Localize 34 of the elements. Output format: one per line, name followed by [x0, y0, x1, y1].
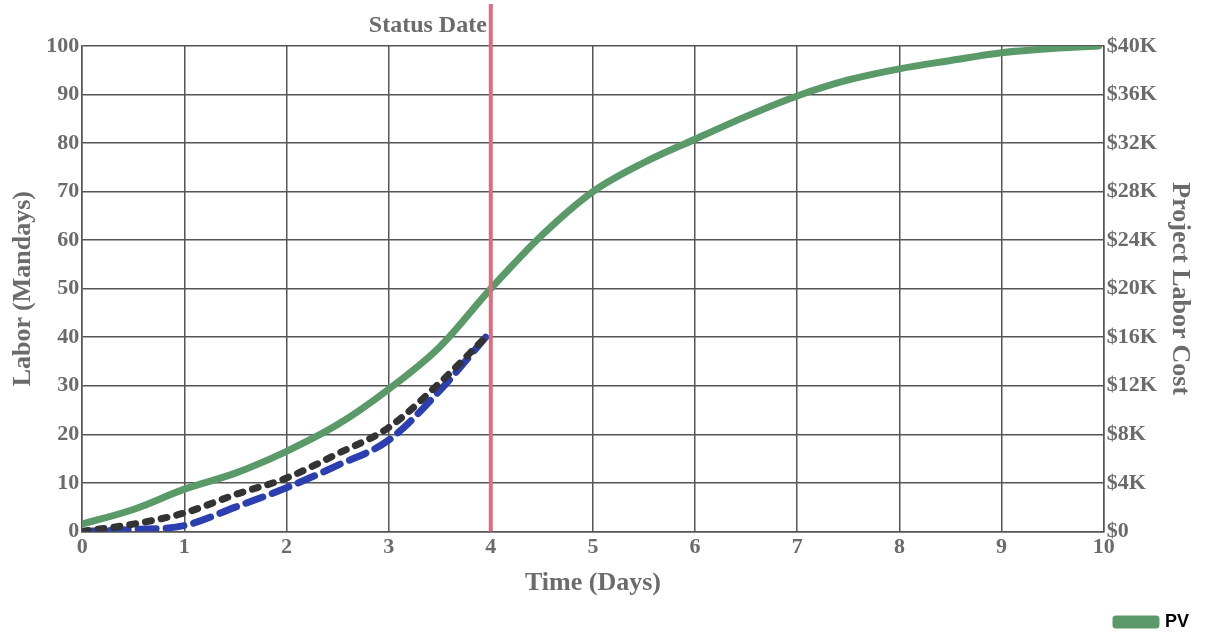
y2-tick-label: $4K	[1106, 468, 1146, 494]
y2-axis-title: Project Labor Cost	[1166, 182, 1196, 396]
y-tick-label: 70	[57, 177, 80, 203]
x-tick-label: 2	[281, 533, 292, 559]
y-tick-label: 30	[57, 371, 80, 397]
x-tick-label: 4	[485, 533, 497, 559]
x-axis-title: Time (Days)	[524, 567, 661, 597]
x-tick-label: 1	[178, 533, 190, 559]
y2-tick-label: $40K	[1106, 31, 1157, 57]
y2-tick-label: $20K	[1106, 274, 1157, 300]
x-tick-label: 7	[791, 533, 803, 559]
y-tick-label: 100	[46, 31, 80, 57]
y-tick-label: 80	[57, 128, 80, 154]
ref-line-label: Status Date	[368, 11, 488, 38]
y2-tick-label: $28K	[1106, 177, 1157, 203]
y-tick-label: 20	[57, 420, 80, 446]
y-tick-label: 60	[57, 225, 80, 251]
x-tick-label: 3	[383, 533, 395, 559]
y2-tick-label: $12K	[1106, 371, 1157, 397]
y2-tick-label: $32K	[1106, 128, 1157, 154]
y-tick-label: 90	[57, 80, 80, 106]
legend-label: PV	[1164, 610, 1189, 631]
y-tick-label: 40	[57, 322, 80, 348]
y2-tick-label: $36K	[1106, 80, 1157, 106]
x-tick-label: 6	[689, 533, 701, 559]
y-axis-title: Labor (Mandays)	[7, 191, 37, 387]
y2-tick-label: $16K	[1106, 322, 1157, 348]
y-tick-label: 50	[57, 274, 80, 300]
y2-tick-label: $24K	[1106, 225, 1157, 251]
x-tick-label: 5	[587, 533, 599, 559]
y-tick-label: 10	[57, 468, 80, 494]
y2-tick-label: $8K	[1106, 420, 1146, 446]
x-tick-label: 8	[893, 533, 905, 559]
x-tick-label: 9	[996, 533, 1008, 559]
